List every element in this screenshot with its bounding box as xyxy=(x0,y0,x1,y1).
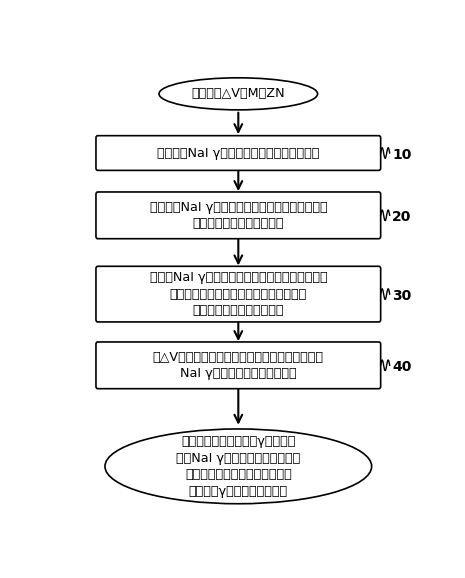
Text: 30: 30 xyxy=(392,289,412,303)
Ellipse shape xyxy=(159,78,318,110)
Ellipse shape xyxy=(105,429,372,504)
FancyBboxPatch shape xyxy=(96,136,381,171)
Text: 10: 10 xyxy=(392,148,412,162)
Text: 按△V等间隔分类计数法获得设定时间间隔内每个
NaI γ能谱仪重构后的输出能谱: 按△V等间隔分类计数法获得设定时间间隔内每个 NaI γ能谱仪重构后的输出能谱 xyxy=(153,351,324,380)
Text: 将每个NaI γ能谱仪内数字核信号处理模块获取到
的每一个脉冲信号幅度校正到基准温度下
按能量线性分布的脉冲幅度: 将每个NaI γ能谱仪内数字核信号处理模块获取到 的每一个脉冲信号幅度校正到基准… xyxy=(150,271,327,317)
FancyBboxPatch shape xyxy=(96,342,381,388)
FancyBboxPatch shape xyxy=(96,266,381,322)
Text: 获得每个NaI γ能谱仪重构前的能量刻度曲线: 获得每个NaI γ能谱仪重构前的能量刻度曲线 xyxy=(157,147,319,160)
Text: 40: 40 xyxy=(392,360,412,374)
FancyBboxPatch shape xyxy=(96,192,381,239)
Text: 20: 20 xyxy=(392,210,412,224)
Text: 设置初值△V、M和ZN: 设置初值△V、M和ZN xyxy=(192,87,285,101)
Text: 将设定时间间隔内航空γ能谱仪中
所有NaI γ能谱仪重构后的输出能
谱相同道址对应计数相加获得该
时段航空γ能谱仪的输出能谱: 将设定时间间隔内航空γ能谱仪中 所有NaI γ能谱仪重构后的输出能 谱相同道址对… xyxy=(176,435,300,498)
Text: 获得每个NaI γ能谱仪重构前特征峰峰位相对变化
率与探测器温度的线性关系: 获得每个NaI γ能谱仪重构前特征峰峰位相对变化 率与探测器温度的线性关系 xyxy=(150,201,327,230)
